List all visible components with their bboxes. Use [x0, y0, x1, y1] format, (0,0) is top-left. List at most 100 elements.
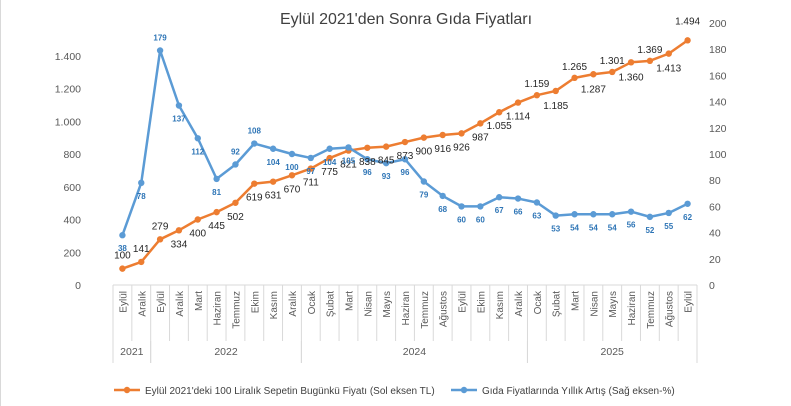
basket-price-point — [138, 258, 145, 266]
food-inflation-label: 137 — [172, 115, 186, 124]
x-axis-category-label: Temmuz — [646, 291, 657, 329]
x-axis-category-label: Mart — [344, 291, 355, 311]
basket-price-label: 334 — [171, 239, 188, 250]
food-inflation-point — [307, 154, 315, 162]
x-axis-category-label: Şubat — [552, 291, 563, 317]
basket-price-label: 1.494 — [675, 16, 700, 27]
basket-price-point — [401, 138, 409, 146]
basket-price-label: 141 — [133, 244, 150, 255]
right-axis-tick-label: 0 — [709, 280, 715, 292]
food-inflation-label: 52 — [645, 226, 654, 235]
basket-price-label: 926 — [453, 142, 470, 153]
food-inflation-point — [684, 200, 691, 207]
basket-price-label: 916 — [434, 144, 451, 155]
food-inflation-label: 67 — [495, 206, 504, 215]
basket-price-label: 821 — [340, 160, 357, 171]
food-inflation-label: 53 — [551, 225, 560, 234]
food-inflation-label: 96 — [363, 168, 372, 177]
year-label: 2024 — [403, 346, 427, 358]
x-axis-category-label: Nisan — [363, 291, 374, 317]
food-inflation-label: 100 — [285, 163, 299, 172]
food-inflation-label: 55 — [664, 222, 673, 231]
food-inflation-point — [269, 145, 277, 152]
right-axis-tick-label: 140 — [709, 97, 727, 109]
right-axis: 0 20 40 60 80 100 120 140 160 180 200 — [709, 18, 727, 292]
year-label: 2021 — [120, 346, 144, 358]
food-inflation-point — [571, 211, 578, 218]
basket-price-label: 100 — [114, 251, 131, 262]
x-axis-category-label: Nisan — [589, 291, 600, 317]
legend: Eylül 2021'deki 100 Liralık Sepetin Bugü… — [114, 386, 675, 397]
x-axis-category-label: Ocak — [307, 290, 318, 314]
year-label: 2022 — [214, 346, 238, 358]
basket-price-label: 631 — [265, 191, 282, 202]
basket-price-label: 1.369 — [637, 45, 662, 56]
food-inflation-label: 56 — [627, 221, 636, 230]
basket-price-point — [194, 216, 201, 223]
basket-price-label: 1.301 — [600, 56, 625, 67]
food-inflation-label: 108 — [248, 127, 262, 136]
basket-price-label: 502 — [227, 212, 244, 223]
right-axis-tick-label: 160 — [709, 70, 727, 82]
x-axis-category-label: Temmuz — [231, 291, 242, 329]
x-axis-category-label: Ocak — [533, 290, 544, 314]
food-inflation-label: 97 — [306, 167, 315, 176]
basket-price-point — [439, 131, 446, 139]
basket-price-point — [627, 59, 635, 66]
left-axis-tick-label: 1.400 — [55, 51, 81, 63]
basket-price-label: 445 — [208, 221, 225, 232]
basket-price-label: 1.114 — [506, 112, 531, 123]
x-axis-category-label: Şubat — [326, 291, 337, 317]
x-axis-category-label: Eylül — [684, 291, 695, 313]
basket-price-point — [495, 109, 503, 116]
food-inflation-point — [609, 211, 616, 218]
basket-price-label: 845 — [378, 156, 395, 167]
food-inflation-point — [552, 212, 559, 219]
x-axis-category-label: Eylül — [118, 291, 129, 313]
basket-price-label: 775 — [321, 167, 338, 178]
x-axis-category-label: Eylül — [458, 291, 469, 313]
legend-swatch-marker — [460, 386, 468, 394]
basket-price-label: 900 — [415, 147, 432, 158]
food-inflation-label: 54 — [589, 223, 598, 232]
food-inflation-point — [458, 203, 465, 210]
basket-price-point — [269, 178, 277, 185]
legend-swatch-marker — [123, 386, 131, 394]
food-inflation-point — [401, 156, 409, 163]
food-inflation-point — [138, 179, 145, 187]
right-axis-tick-label: 120 — [709, 123, 727, 135]
year-label: 2025 — [601, 346, 625, 358]
basket-price-label: 1.159 — [524, 79, 549, 90]
right-axis-tick-label: 100 — [709, 149, 727, 161]
basket-price-point — [288, 172, 296, 179]
food-inflation-label: 63 — [532, 211, 541, 220]
basket-price-label: 987 — [472, 132, 489, 143]
x-axis-category-label: Aralık — [175, 290, 186, 317]
basket-price-label: 400 — [189, 229, 206, 240]
basket-price-label: 711 — [303, 178, 319, 189]
left-axis-tick-label: 200 — [63, 247, 81, 259]
food-inflation-label: 81 — [212, 188, 221, 197]
x-axis-category-label: Haziran — [213, 291, 224, 325]
x-axis-category-label: Aralık — [137, 290, 148, 317]
food-inflation-point — [590, 211, 597, 218]
basket-price-point — [684, 37, 691, 44]
basket-price-point — [458, 130, 465, 137]
food-inflation-label: 54 — [570, 223, 579, 232]
food-inflation-label: 112 — [191, 147, 204, 156]
left-axis-tick-label: 1.200 — [55, 84, 81, 96]
food-inflation-point — [119, 232, 126, 239]
basket-price-point — [477, 120, 484, 127]
legend-food-inflation: Gıda Fiyatlarında Yıllık Artış (Sağ ekse… — [482, 386, 675, 397]
basket-price-label: 1.287 — [581, 84, 606, 95]
x-axis-category-label: Kasım — [495, 291, 506, 319]
right-axis-tick-label: 200 — [709, 18, 727, 30]
food-inflation-point — [533, 199, 541, 206]
food-inflation-point — [627, 208, 635, 215]
food-inflation-label: 92 — [231, 147, 240, 156]
food-inflation-label: 68 — [438, 205, 447, 214]
basket-price-label: 1.055 — [487, 121, 512, 132]
basket-price-point — [590, 71, 597, 78]
